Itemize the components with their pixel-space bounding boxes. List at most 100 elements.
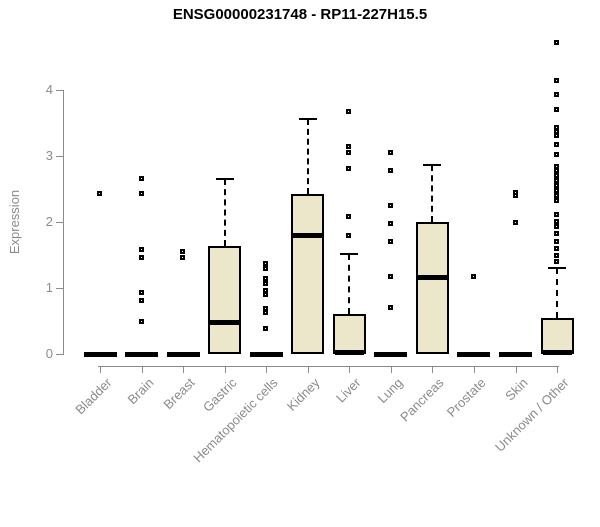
box: [540, 317, 574, 354]
outlier-point: [138, 191, 144, 197]
outlier-point: [138, 246, 144, 252]
outlier-point: [263, 281, 269, 287]
outlier-point: [470, 273, 476, 279]
collapsed-box: [499, 352, 532, 357]
y-tick-label: 4: [45, 82, 53, 97]
outlier-point: [554, 224, 560, 230]
outlier-point: [138, 289, 144, 295]
whisker-cap: [548, 266, 567, 269]
outlier-point: [180, 254, 186, 260]
whisker-upper: [431, 165, 434, 222]
outlier-point: [97, 191, 102, 197]
collapsed-box: [83, 352, 117, 357]
whisker-cap: [215, 178, 234, 181]
outlier-point: [138, 298, 144, 304]
box: [332, 313, 366, 354]
chart-title: ENSG00000231748 - RP11-227H15.5: [172, 6, 428, 23]
x-tick: [390, 366, 392, 373]
y-tick-label: 3: [45, 148, 53, 163]
outlier-point: [554, 197, 560, 203]
x-tick: [473, 366, 475, 373]
outlier-point: [346, 213, 352, 219]
y-tick: [56, 156, 63, 157]
outlier-point: [263, 292, 269, 298]
median-line: [417, 275, 447, 281]
outlier-point: [554, 168, 560, 174]
x-tick: [141, 366, 143, 373]
outlier-point: [180, 248, 186, 254]
outlier-point: [554, 178, 560, 184]
outlier-point: [554, 91, 560, 97]
outlier-point: [554, 163, 560, 169]
outlier-point: [554, 258, 560, 264]
x-tick: [349, 366, 351, 373]
collapsed-box: [249, 352, 283, 357]
y-tick-label: 1: [45, 280, 53, 295]
outlier-point: [554, 230, 560, 236]
collapsed-box: [125, 352, 159, 357]
x-tick: [183, 366, 185, 373]
outlier-point: [387, 273, 393, 279]
median-line: [293, 232, 323, 238]
outlier-point: [554, 172, 560, 178]
outlier-point: [263, 310, 269, 316]
y-tick-label: 0: [45, 346, 53, 361]
outlier-point: [387, 203, 393, 209]
whisker-upper: [556, 267, 559, 318]
whisker-upper: [348, 253, 351, 314]
boxplot-chart: ENSG00000231748 - RP11-227H15.5 Expressi…: [7, 6, 574, 465]
x-tick: [432, 366, 434, 373]
outlier-point: [346, 144, 352, 150]
median-line: [210, 319, 240, 325]
outlier-point: [554, 192, 560, 198]
outlier-point: [387, 220, 393, 226]
x-tick: [557, 366, 559, 373]
whisker-cap: [340, 252, 359, 255]
y-tick: [56, 90, 63, 91]
outlier-point: [554, 40, 560, 46]
outlier-point: [263, 265, 269, 271]
outlier-point: [387, 149, 393, 155]
whisker-upper: [223, 179, 226, 247]
y-tick-label: 2: [45, 214, 53, 229]
collapsed-box: [166, 352, 200, 357]
box: [415, 222, 449, 354]
outlier-point: [263, 325, 269, 331]
outlier-point: [346, 109, 352, 115]
x-tick: [515, 366, 517, 373]
plot-area: 0 1 2 3 4 Bladder Brain Breast Gastric Hematopoie…: [45, 40, 574, 465]
y-tick: [56, 288, 63, 289]
outlier-point: [554, 142, 560, 148]
outlier-point: [554, 238, 560, 244]
outlier-point: [346, 232, 352, 238]
x-axis-line: [98, 366, 560, 367]
y-axis-line: [63, 90, 64, 355]
collapsed-box: [457, 352, 491, 357]
outlier-point: [554, 219, 560, 224]
outlier-point: [554, 212, 560, 218]
box: [208, 246, 242, 354]
outlier-point: [512, 193, 518, 199]
outlier-point: [387, 168, 393, 174]
outlier-point: [138, 254, 144, 260]
whisker-cap: [298, 118, 317, 121]
outlier-point: [346, 166, 352, 172]
y-tick: [56, 354, 63, 355]
outlier-point: [387, 238, 393, 244]
outlier-point: [346, 149, 352, 155]
y-tick: [56, 222, 63, 223]
outlier-point: [387, 305, 393, 311]
outlier-point: [554, 182, 560, 188]
outlier-point: [554, 187, 560, 193]
outlier-point: [138, 176, 144, 182]
median-line: [542, 350, 572, 356]
whisker-cap: [423, 164, 442, 167]
outlier-point: [554, 253, 560, 259]
x-tick: [307, 366, 309, 373]
outlier-point: [554, 133, 560, 139]
outlier-point: [554, 106, 560, 112]
outlier-point: [554, 151, 560, 157]
outlier-point: [263, 276, 269, 282]
collapsed-box: [374, 352, 408, 357]
outlier-point: [554, 78, 560, 84]
